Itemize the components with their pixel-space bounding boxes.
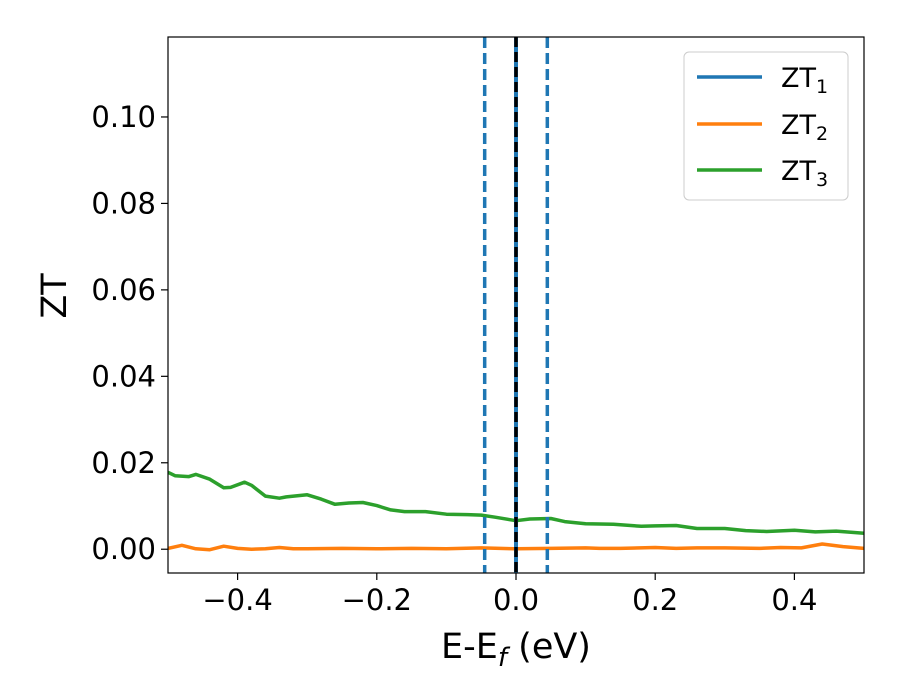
y-tick-label: 0.06 <box>91 273 156 307</box>
x-tick-label: −0.2 <box>342 583 412 617</box>
legend: ZT1 ZT2 ZT3 <box>683 51 849 201</box>
x-tick-label: −0.4 <box>202 583 272 617</box>
series-line-zt2 <box>168 542 864 552</box>
y-axis-ticks: 0.00 0.02 0.04 0.06 0.08 0.10 <box>91 100 168 566</box>
legend-label-zt2: ZT2 <box>781 110 828 145</box>
y-tick-label: 0.04 <box>91 359 156 393</box>
x-tick-label: 0.0 <box>493 583 539 617</box>
y-axis-label: ZT <box>35 273 75 319</box>
x-tick-label: 0.4 <box>771 583 817 617</box>
y-tick-label: 0.02 <box>91 446 156 480</box>
y-tick-label: 0.00 <box>91 532 156 566</box>
x-axis-label: E-Ef (eV) <box>441 627 591 673</box>
plot-content <box>168 37 864 573</box>
legend-label-zt3: ZT3 <box>781 156 828 191</box>
series-line-zt3 <box>168 470 864 535</box>
y-tick-label: 0.08 <box>91 186 156 220</box>
legend-label-zt1: ZT1 <box>781 63 828 98</box>
legend-box <box>683 51 849 201</box>
x-axis-ticks: −0.4 −0.2 0.0 0.2 0.4 <box>202 573 817 617</box>
y-tick-label: 0.10 <box>91 100 156 134</box>
x-tick-label: 0.2 <box>632 583 678 617</box>
